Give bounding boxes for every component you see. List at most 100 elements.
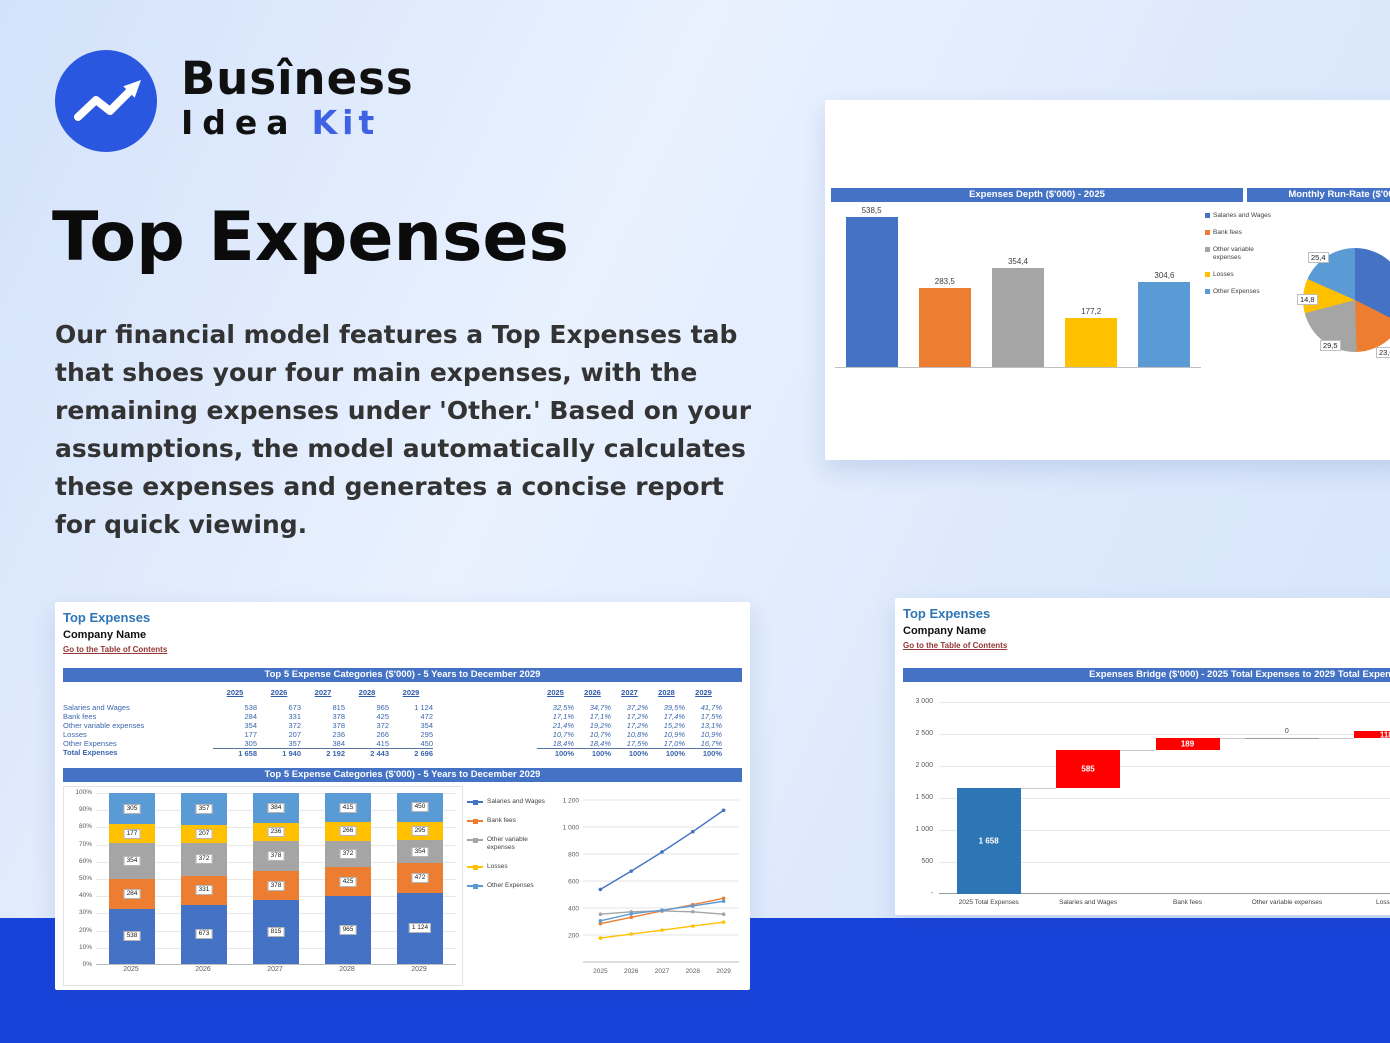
table-year-cell: 2025 — [547, 688, 564, 697]
bar-value-label: 304,6 — [1154, 271, 1175, 280]
screenshot-top5-expenses-card: Top Expenses Company Name Go to the Tabl… — [55, 602, 750, 990]
table-value-cell: 295 — [420, 730, 433, 739]
table-of-contents-link[interactable]: Go to the Table of Contents — [63, 645, 168, 654]
bar-segment-other-expenses: 384 — [253, 793, 299, 823]
bar-segment-other-expenses: 305 — [109, 793, 155, 825]
bar-segment-bank-fees: 284 — [109, 879, 155, 909]
table-percent-cell: 17,4% — [663, 712, 685, 721]
brand-name-line2: Idea Kit — [181, 104, 414, 142]
bar-segment-salaries-and-wages: 673 — [181, 904, 227, 964]
stacked-y-axis: 100% 90% 80% 70% 60% 50% 40% 30% 20% 10% 0% — [64, 789, 92, 968]
legend-label: Losses — [487, 863, 508, 870]
table-value-cell: 378 — [332, 712, 345, 721]
y-tick-label: 40% — [78, 892, 92, 900]
stacked-bar-slot: 815 378 378 236 384 — [240, 793, 312, 964]
stacked-bar: 965 425 372 266 415 — [325, 793, 371, 964]
legend-item: Losses — [1205, 271, 1279, 279]
bar-segment-other-variable-expenses: 372 — [325, 840, 371, 867]
bar-segment-other-expenses: 415 — [325, 793, 371, 823]
y-tick-label: 80% — [78, 823, 92, 831]
table-cell — [63, 686, 213, 699]
x-tick-label: 2027 — [267, 966, 283, 973]
table-percent-cell: 10,9% — [663, 730, 685, 739]
table-value-cell: 266 — [376, 730, 389, 739]
table-value-cell: 384 — [332, 739, 345, 748]
table-value-cell: 354 — [244, 721, 257, 730]
legend-label: Losses — [1213, 271, 1234, 278]
stacked-bar: 673 331 372 207 357 — [181, 793, 227, 964]
table-value-cell: 815 — [332, 703, 345, 712]
chart-header-top5: Top 5 Expense Categories ($'000) - 5 Yea… — [63, 768, 742, 782]
y-tick-label: 30% — [78, 909, 92, 917]
y-tick-label: 70% — [78, 840, 92, 848]
x-tick-label: 2025 — [123, 966, 139, 973]
table-percent-cell: 18,4% — [552, 739, 574, 748]
x-tick-label: Salaries and Wages — [1059, 899, 1118, 906]
legend-label: Salaries and Wages — [487, 798, 545, 805]
svg-text:2027: 2027 — [655, 968, 670, 975]
stacked-bar-slot: 673 331 372 207 357 — [168, 793, 240, 964]
segment-value-label: 450 — [411, 802, 429, 813]
segment-value-label: 372 — [195, 854, 213, 865]
segment-value-label: 472 — [411, 872, 429, 883]
chart-header-expenses-depth: Expenses Depth ($'000) - 2025 — [831, 188, 1243, 202]
table-row-label: Other Expenses — [63, 739, 117, 748]
table-cell — [433, 739, 537, 748]
depth-slot: 538,5 — [835, 198, 908, 367]
svg-text:600: 600 — [568, 879, 579, 886]
table-value-cell: 372 — [376, 721, 389, 730]
stacked-bar: 1 124 472 354 295 450 — [397, 793, 443, 964]
segment-value-label: 425 — [339, 876, 357, 887]
stacked-bar-slot: 965 425 372 266 415 — [312, 793, 384, 964]
trend-arrow-icon — [74, 80, 141, 121]
legend-label: Other Expenses — [487, 882, 534, 889]
bar-losses — [1065, 318, 1118, 367]
table-cell — [433, 721, 537, 730]
y-tick-label: 60% — [78, 857, 92, 865]
svg-text:2026: 2026 — [624, 968, 639, 975]
y-tick-label: 3 000 — [915, 698, 933, 705]
bar-segment-salaries-and-wages: 538 — [109, 908, 155, 964]
bar-salaries-and-wages — [845, 217, 898, 367]
x-tick-label: Bank fees — [1173, 899, 1202, 906]
y-tick-label: 10% — [78, 943, 92, 951]
table-percent-cell: 13,1% — [700, 721, 722, 730]
brand-wordmark: Busîness Idea Kit — [181, 50, 414, 152]
bar-other-variable-expenses — [992, 268, 1044, 367]
table-of-contents-link[interactable]: Go to the Table of Contents — [903, 641, 1008, 650]
table-percent-cell: 100% — [574, 748, 611, 758]
sheet-title: Top Expenses — [63, 610, 151, 625]
bar-value-label: 118 — [1379, 730, 1390, 740]
table-value-cell: 236 — [332, 730, 345, 739]
segment-value-label: 965 — [339, 925, 357, 936]
table-row-label: Losses — [63, 730, 87, 739]
segment-value-label: 384 — [267, 803, 285, 814]
legend-swatch — [1205, 213, 1210, 218]
table-cell — [433, 703, 537, 712]
table-year-header-row: 2025 2026 2027 2028 2029 2025 2026 2027 2028 2029 — [63, 686, 743, 699]
svg-text:1 000: 1 000 — [563, 825, 580, 832]
table-percent-cell: 16,7% — [700, 739, 722, 748]
segment-value-label: 357 — [195, 803, 213, 814]
table-value-cell: 673 — [288, 703, 301, 712]
page-title: Top Expenses — [52, 198, 570, 277]
legend-item: Salaries and Wages — [1205, 212, 1279, 220]
legend-swatch — [1205, 230, 1210, 235]
bar-segment-other-expenses: 357 — [181, 793, 227, 825]
legend-item: Other Expenses — [1205, 288, 1279, 296]
table-year-cell: 2027 — [621, 688, 638, 697]
company-name: Company Name — [63, 629, 147, 641]
table-percent-cell: 21,4% — [552, 721, 574, 730]
table-percent-cell: 100% — [648, 748, 685, 758]
table-percent-cell: 100% — [611, 748, 648, 758]
bar-segment-losses: 295 — [397, 821, 443, 841]
y-tick-label: - — [930, 890, 933, 897]
x-tick-label: Losses — [1376, 899, 1390, 906]
table-year-cell: 2027 — [314, 688, 332, 697]
stacked-x-axis: 2025 2026 2027 2028 2029 — [95, 966, 455, 973]
table-percent-cell: 17,1% — [552, 712, 574, 721]
legend-swatch — [1205, 289, 1210, 294]
table-percent-cell: 34,7% — [589, 703, 611, 712]
table-percent-cell: 37,2% — [626, 703, 648, 712]
legend-item: Other variable expenses — [1205, 246, 1279, 262]
